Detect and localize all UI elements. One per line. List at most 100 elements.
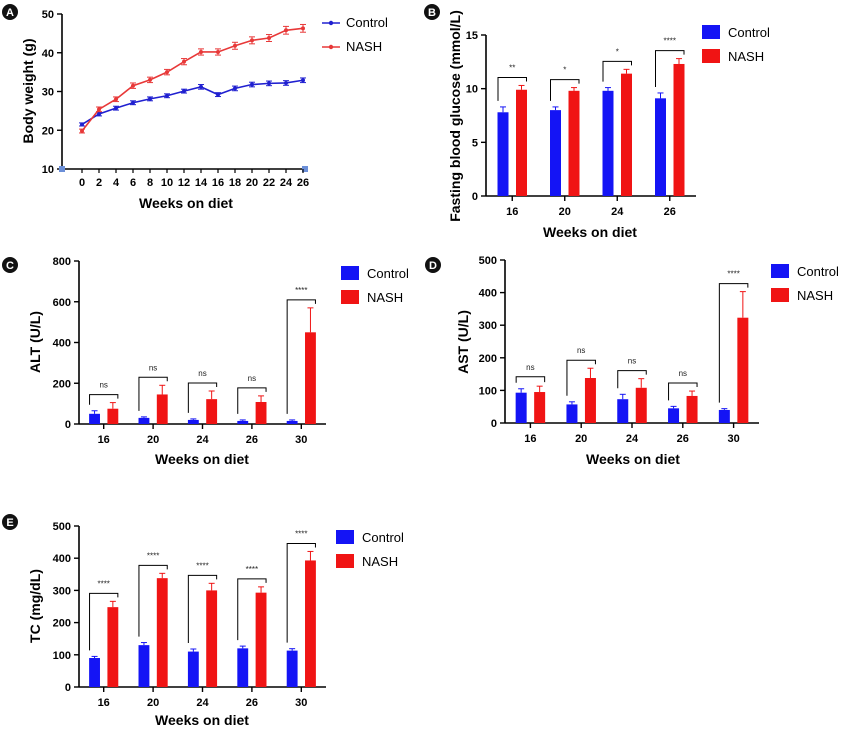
panel-e: E 0 100 200 300 400 500 TC (mg/dL) Weeks on diet… — [2, 514, 404, 728]
y-tick-label: 400 — [479, 288, 497, 300]
bar-control — [89, 658, 100, 687]
y-tick-label: 100 — [479, 385, 497, 397]
x-tick-label: 12 — [178, 177, 190, 189]
legend-swatch — [702, 49, 720, 63]
bar-nash — [305, 560, 316, 687]
data-point-control — [199, 84, 203, 89]
significance-label: ** — [509, 63, 515, 72]
data-point-control — [284, 80, 288, 85]
legend-swatch — [341, 266, 359, 280]
significance-label: **** — [727, 270, 739, 279]
legend-swatch — [336, 530, 354, 544]
significance-bracket — [655, 50, 685, 87]
y-tick-label: 500 — [53, 521, 71, 533]
data-point-nash — [131, 83, 135, 88]
x-tick-label: 30 — [727, 433, 739, 445]
legend-swatch — [341, 290, 359, 304]
data-point-control — [216, 92, 220, 97]
bar-control — [497, 112, 509, 196]
data-point-nash — [114, 97, 118, 102]
y-tick-label: 0 — [65, 682, 71, 694]
bar-nash — [673, 63, 685, 197]
legend-label: NASH — [367, 290, 403, 305]
bar-control — [89, 413, 100, 424]
data-point-nash — [199, 49, 203, 54]
y-tick-label: 10 — [466, 84, 478, 96]
y-tick-label: 5 — [472, 137, 478, 149]
bar-control — [655, 98, 666, 196]
significance-label: **** — [147, 551, 159, 560]
bar-control — [138, 417, 150, 424]
x-tick-label: 0 — [79, 177, 85, 189]
bar-nash — [255, 401, 267, 424]
bar-control — [237, 648, 249, 687]
bar-nash — [635, 387, 647, 423]
data-point-control — [114, 106, 118, 111]
x-tick-label: 26 — [677, 433, 689, 445]
y-tick-label: 400 — [53, 338, 71, 350]
y-axis-title: TC (mg/dL) — [27, 569, 43, 643]
y-tick-label: 30 — [42, 87, 54, 99]
bar-control — [187, 419, 199, 424]
bar-nash — [534, 392, 546, 423]
x-tick-label: 24 — [626, 433, 639, 445]
y-tick-label: 0 — [65, 419, 71, 431]
data-point-control — [131, 100, 135, 105]
x-tick-label: 24 — [196, 697, 209, 709]
bar-nash — [305, 332, 316, 424]
significance-label: **** — [664, 37, 676, 46]
legend-swatch — [771, 288, 789, 302]
significance-bracket — [138, 564, 168, 637]
data-point-control — [148, 96, 152, 101]
significance-bracket — [237, 387, 267, 414]
bar-control — [617, 399, 629, 423]
significance-label: ns — [149, 363, 157, 372]
y-axis-title: Fasting blood glucose (mmol/L) — [447, 10, 463, 222]
y-tick-label: 200 — [53, 378, 71, 390]
legend-label: Control — [797, 264, 839, 279]
bar-control — [138, 645, 150, 687]
panel-c: C 0 200 400 600 800 ALT (U/L) Weeks on diet 16 ns… — [2, 256, 409, 467]
bar-control — [187, 651, 199, 687]
x-tick-label: 24 — [280, 177, 293, 189]
y-tick-label: 20 — [42, 125, 54, 137]
bar-nash — [568, 90, 580, 196]
bar-control — [602, 90, 614, 196]
bar-nash — [206, 590, 218, 687]
x-tick-label: 14 — [195, 177, 208, 189]
y-axis-title: Body weight (g) — [20, 39, 36, 144]
data-point-control — [97, 111, 101, 116]
data-point-nash — [233, 43, 237, 48]
y-tick-label: 800 — [53, 256, 71, 268]
x-tick-label: 20 — [575, 433, 587, 445]
panel-letter: A — [6, 7, 14, 19]
x-tick-label: 26 — [664, 206, 676, 218]
y-tick-label: 15 — [466, 30, 478, 42]
significance-bracket — [550, 79, 580, 101]
panel-badge — [2, 4, 18, 20]
data-point-control — [301, 78, 305, 83]
legend-label: NASH — [346, 39, 382, 54]
data-point-control — [250, 82, 254, 87]
bar-nash — [621, 73, 632, 196]
y-tick-label: 300 — [479, 320, 497, 332]
x-tick-label: 24 — [611, 206, 624, 218]
bar-control — [668, 408, 680, 423]
significance-bracket — [602, 60, 632, 82]
legend-marker — [328, 20, 334, 26]
significance-bracket — [138, 376, 168, 411]
legend-swatch — [771, 264, 789, 278]
y-axis-title: ALT (U/L) — [27, 311, 43, 373]
x-tick-label: 6 — [130, 177, 136, 189]
data-point-nash — [284, 28, 288, 33]
x-tick-label: 4 — [113, 177, 120, 189]
legend-swatch — [336, 554, 354, 568]
x-tick-label: 8 — [147, 177, 153, 189]
significance-bracket — [89, 394, 119, 405]
bar-nash — [206, 399, 218, 424]
significance-bracket — [286, 299, 316, 414]
bar-nash — [737, 317, 749, 423]
significance-bracket — [497, 76, 527, 101]
y-tick-label: 500 — [479, 255, 497, 267]
